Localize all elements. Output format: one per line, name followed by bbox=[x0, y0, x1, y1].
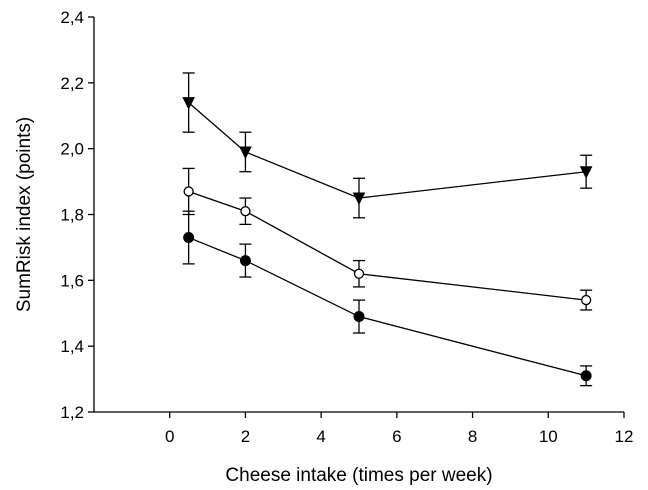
x-tick-label: 0 bbox=[165, 427, 174, 446]
data-point bbox=[353, 311, 365, 323]
x-tick-label: 10 bbox=[539, 427, 558, 446]
y-axis-title: SumRisk index (points) bbox=[14, 117, 35, 312]
x-axis-ticks: 0 2 4 6 8 10 12 bbox=[165, 412, 633, 446]
data-point bbox=[239, 255, 251, 267]
x-tick-label: 8 bbox=[468, 427, 477, 446]
data-point bbox=[579, 166, 593, 179]
series-line bbox=[188, 190, 587, 301]
data-point bbox=[353, 268, 365, 279]
data-point bbox=[240, 206, 251, 217]
x-tick-label: 2 bbox=[241, 427, 250, 446]
data-point bbox=[352, 192, 366, 206]
y-tick-label: 2,2 bbox=[60, 74, 84, 93]
y-tick-label: 1,8 bbox=[60, 206, 84, 225]
series-2 bbox=[182, 167, 593, 311]
x-tick-label: 6 bbox=[392, 427, 401, 446]
x-tick-label: 12 bbox=[615, 427, 634, 446]
series-1 bbox=[182, 72, 593, 219]
plot-series bbox=[182, 72, 593, 387]
x-tick-label: 4 bbox=[316, 427, 325, 446]
data-point bbox=[183, 186, 194, 197]
data-point bbox=[239, 146, 252, 160]
series-line bbox=[188, 102, 587, 199]
data-point bbox=[580, 370, 592, 382]
series-line bbox=[188, 236, 587, 377]
y-tick-label: 1,2 bbox=[60, 403, 84, 422]
data-point bbox=[580, 294, 592, 306]
data-point bbox=[182, 97, 195, 110]
y-tick-label: 1,4 bbox=[60, 337, 84, 356]
y-tick-label: 2,4 bbox=[60, 8, 84, 27]
series-3 bbox=[182, 210, 593, 387]
data-point bbox=[183, 232, 195, 244]
x-axis-title: Cheese intake (times per week) bbox=[225, 465, 492, 486]
y-tick-label: 2,0 bbox=[60, 140, 84, 159]
y-axis-ticks: 1,2 1,4 1,6 1,8 2,0 2,2 2,4 bbox=[60, 8, 94, 422]
y-tick-label: 1,6 bbox=[60, 271, 84, 290]
